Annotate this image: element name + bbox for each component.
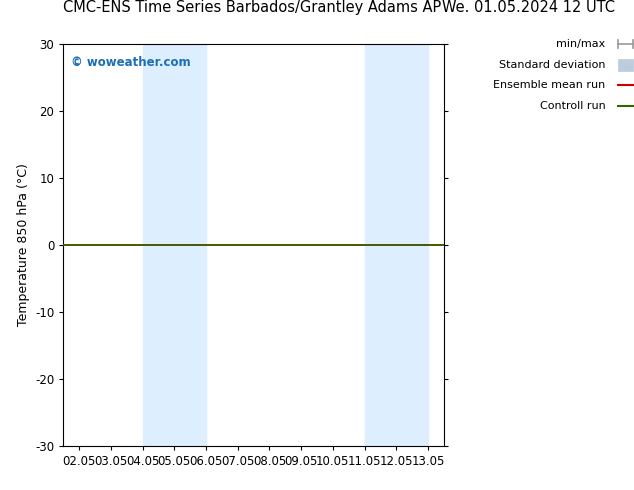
Text: © woweather.com: © woweather.com (71, 56, 191, 69)
Text: Standard deviation: Standard deviation (499, 60, 605, 70)
Bar (365, 44, 428, 446)
Text: We. 01.05.2024 12 UTC: We. 01.05.2024 12 UTC (442, 0, 615, 15)
Text: min/max: min/max (556, 39, 605, 49)
Bar (143, 44, 206, 446)
Text: CMC-ENS Time Series Barbados/Grantley Adams AP: CMC-ENS Time Series Barbados/Grantley Ad… (63, 0, 442, 15)
Y-axis label: Temperature 850 hPa (°C): Temperature 850 hPa (°C) (16, 164, 30, 326)
Text: Ensemble mean run: Ensemble mean run (493, 80, 605, 90)
Text: Controll run: Controll run (540, 101, 605, 111)
